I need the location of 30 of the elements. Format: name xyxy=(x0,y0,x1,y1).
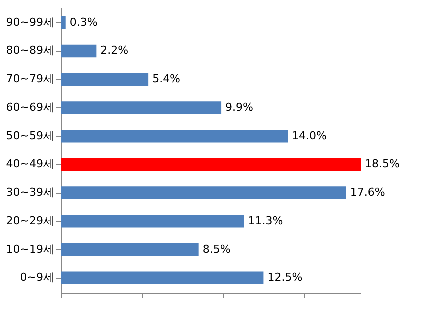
y-tick-label: 60~69세 xyxy=(6,100,54,114)
y-tick-label: 80~89세 xyxy=(6,44,54,58)
y-tick-label: 20~29세 xyxy=(6,214,54,228)
bar xyxy=(61,186,346,200)
data-label: 0.3% xyxy=(70,16,98,29)
bar xyxy=(61,16,66,30)
y-tick-label: 40~49세 xyxy=(6,158,54,171)
bar xyxy=(61,102,222,114)
data-label: 8.5% xyxy=(202,242,231,256)
bar xyxy=(61,130,288,143)
data-label: 14.0% xyxy=(292,129,327,142)
bar xyxy=(61,73,149,86)
y-tick-label: 50~59세 xyxy=(6,129,54,142)
bar xyxy=(61,272,264,284)
y-tick-label: 10~19세 xyxy=(6,242,54,256)
data-label: 18.5% xyxy=(365,158,400,171)
bar xyxy=(61,243,199,256)
y-tick-label: 90~99세 xyxy=(6,16,54,29)
y-tick-label: 30~39세 xyxy=(6,186,54,200)
bar xyxy=(61,215,244,228)
data-label: 5.4% xyxy=(152,72,181,86)
bar xyxy=(61,158,361,172)
bar xyxy=(61,44,97,58)
y-tick-label: 0~9세 xyxy=(20,271,54,284)
data-label: 2.2% xyxy=(100,44,129,58)
data-label: 9.9% xyxy=(226,100,254,114)
data-label: 11.3% xyxy=(248,214,284,228)
data-label: 12.5% xyxy=(268,271,303,284)
y-tick-label: 70~79세 xyxy=(6,72,54,86)
data-label: 17.6% xyxy=(350,186,386,200)
